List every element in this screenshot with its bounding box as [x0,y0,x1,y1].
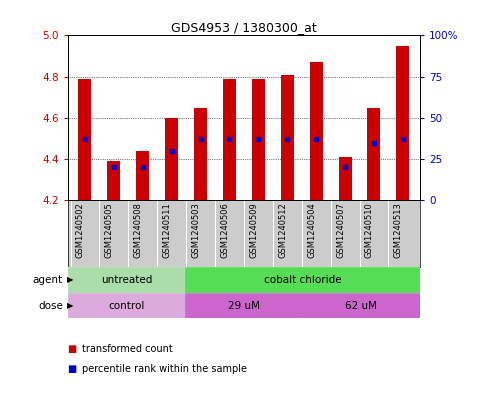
Text: GSM1240503: GSM1240503 [192,202,200,258]
Text: agent: agent [33,275,63,285]
Title: GDS4953 / 1380300_at: GDS4953 / 1380300_at [171,21,317,34]
Bar [185,293,303,318]
Bar [281,75,294,200]
Bar [136,151,149,200]
Text: GSM1240502: GSM1240502 [76,202,85,258]
Bar [310,62,323,200]
Text: GSM1240513: GSM1240513 [394,202,403,258]
Bar [107,161,120,200]
Text: GSM1240511: GSM1240511 [163,202,171,258]
Bar [78,79,91,200]
Text: ■: ■ [68,364,77,375]
Bar [68,267,185,293]
Bar [339,157,352,200]
Text: cobalt chloride: cobalt chloride [264,275,341,285]
Text: GSM1240504: GSM1240504 [307,202,316,258]
Text: 29 uM: 29 uM [228,301,260,310]
Bar [68,293,185,318]
Bar [368,108,381,200]
Text: dose: dose [38,301,63,310]
Bar [397,46,410,200]
Bar [165,118,178,200]
Bar [252,79,265,200]
Text: GSM1240509: GSM1240509 [249,202,258,258]
Text: 62 uM: 62 uM [345,301,377,310]
Text: GSM1240506: GSM1240506 [220,202,229,258]
Text: GSM1240505: GSM1240505 [105,202,114,258]
Text: GSM1240507: GSM1240507 [336,202,345,258]
Text: GSM1240510: GSM1240510 [365,202,374,258]
Text: ▶: ▶ [67,301,73,310]
Text: transformed count: transformed count [82,344,173,354]
Text: GSM1240512: GSM1240512 [278,202,287,258]
Bar [185,267,420,293]
Text: percentile rank within the sample: percentile rank within the sample [82,364,247,375]
Text: control: control [108,301,144,310]
Bar [223,79,236,200]
Text: GSM1240508: GSM1240508 [134,202,143,258]
Text: ▶: ▶ [67,275,73,285]
Text: ■: ■ [68,344,77,354]
Text: untreated: untreated [100,275,152,285]
Bar [303,293,420,318]
Bar [194,108,207,200]
